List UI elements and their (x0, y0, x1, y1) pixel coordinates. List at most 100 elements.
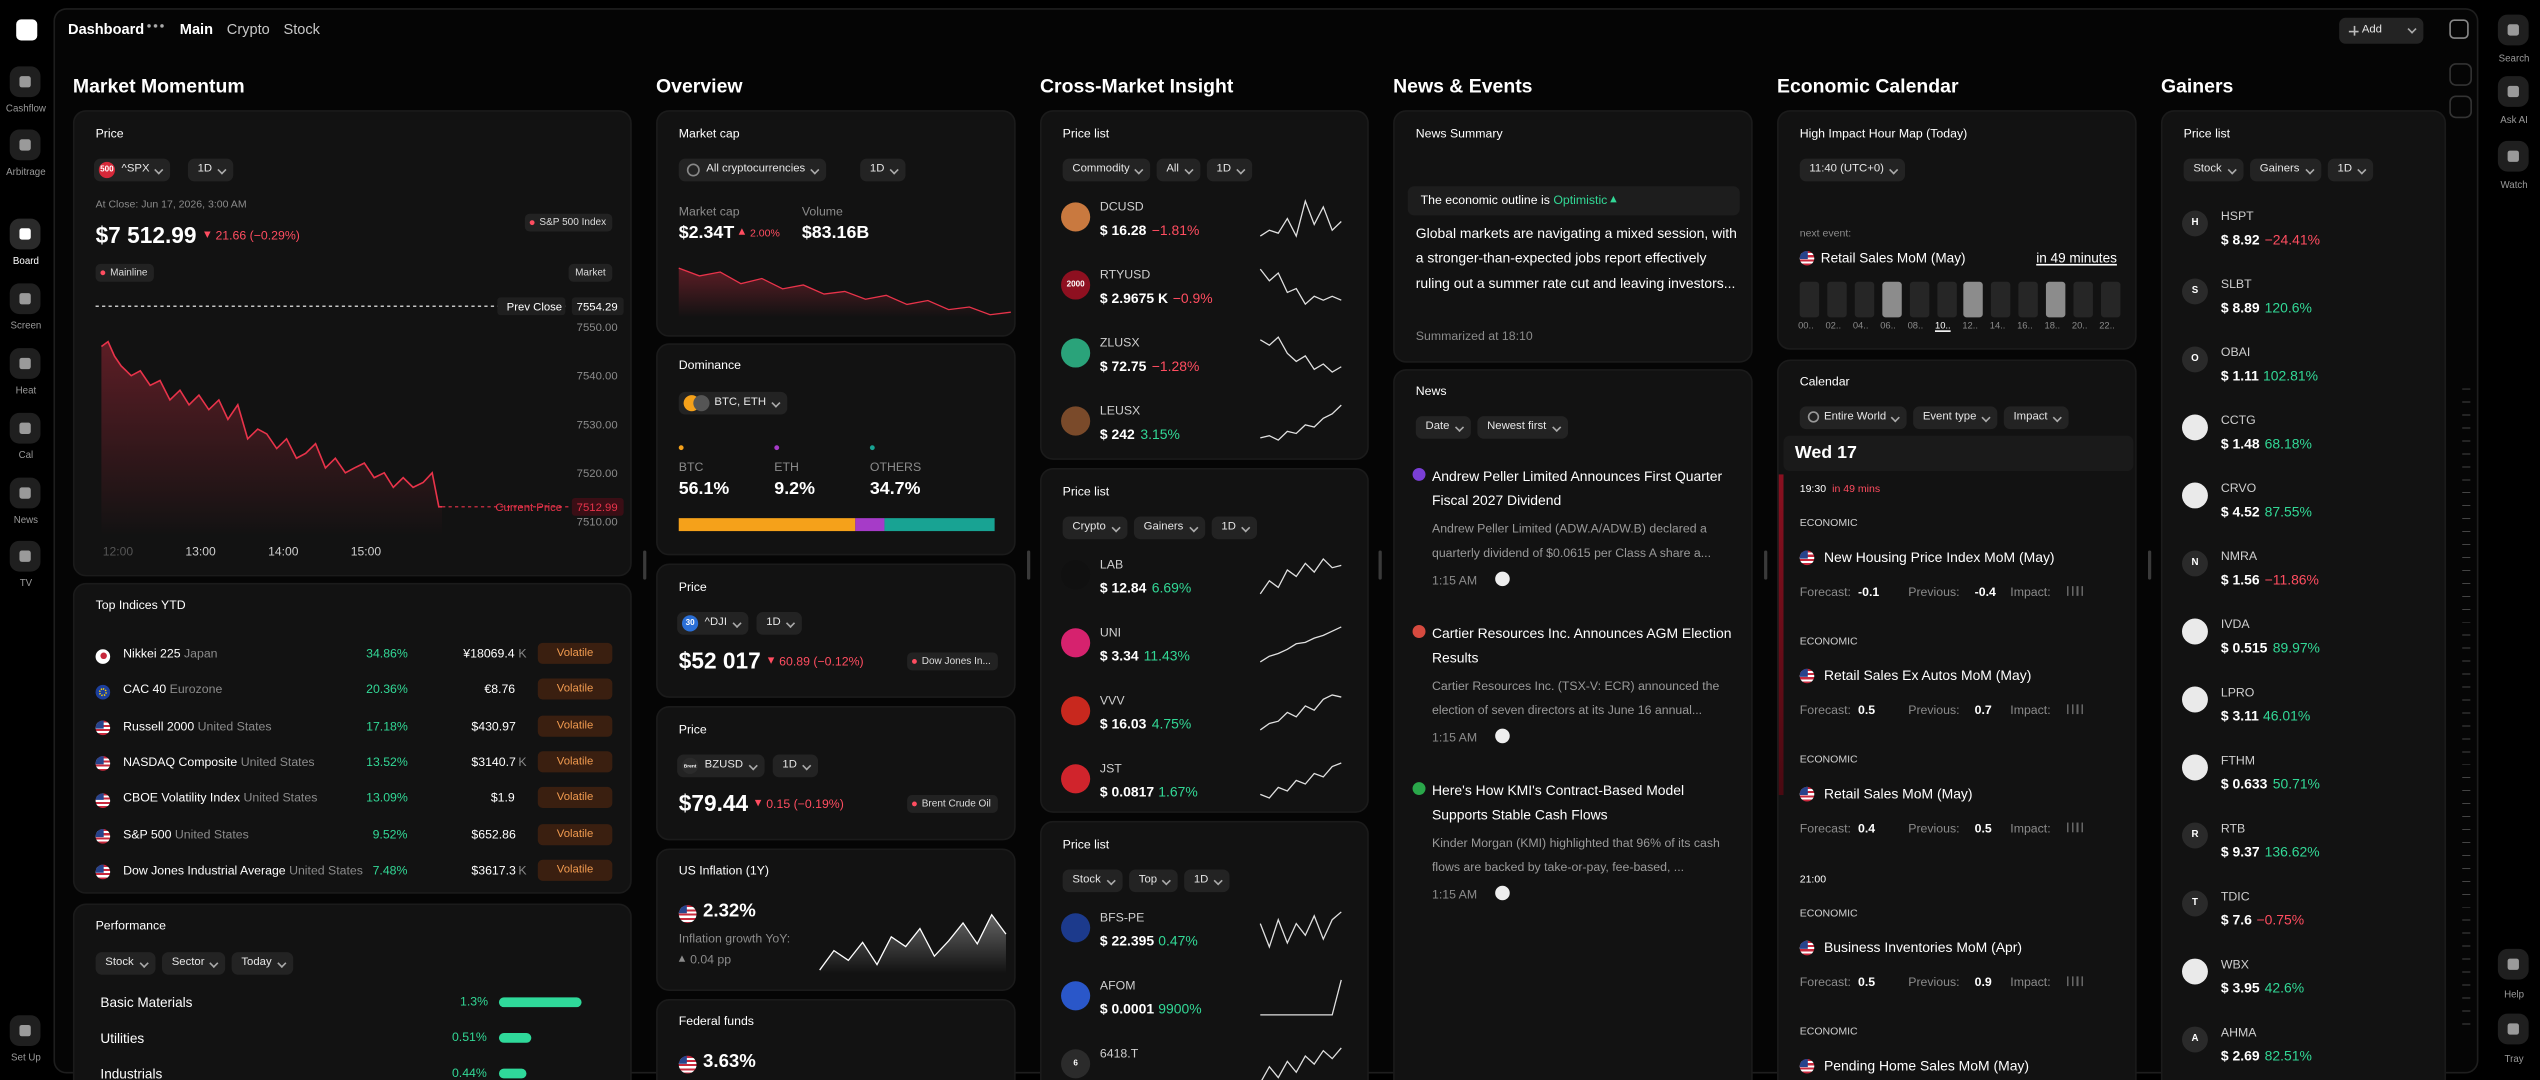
impact-label: Impact: (2010, 584, 2051, 600)
price: $ 2.9675 K (1099, 289, 1169, 307)
nav-label[interactable]: Set Up (11, 1054, 41, 1064)
filter-chip[interactable]: 1D (1184, 869, 1230, 893)
filter-chip[interactable]: Gainers (1133, 516, 1205, 540)
column-resizer[interactable] (1378, 550, 1382, 580)
panel-arrow[interactable] (2449, 63, 2472, 86)
symbol-chip[interactable]: Brent BZUSD (677, 754, 765, 778)
nav-icon[interactable] (9, 1015, 41, 1047)
hour-label: 08.. (1907, 322, 1924, 332)
event-name: New Housing Price Index MoM (May) (1824, 548, 2055, 566)
filter-chip[interactable]: Entire World (1799, 406, 1908, 430)
flag (95, 684, 111, 700)
flag (95, 792, 111, 808)
logo (16, 19, 38, 41)
nav-label[interactable]: Board (12, 257, 39, 268)
nav-label[interactable]: Ask AI (2500, 116, 2528, 127)
change: 120.6% (2264, 299, 2312, 316)
filter-chip[interactable]: Commodity (1062, 158, 1151, 182)
nav-label[interactable]: Heat (15, 386, 37, 397)
nav-tab[interactable]: Crypto (226, 21, 270, 38)
period-chip[interactable]: 1D (187, 158, 234, 182)
gainers-card: Price list Stock Gainers 1D H HSPT $ 8.92 −24.4… (2160, 110, 2447, 1080)
column-resizer[interactable] (643, 550, 647, 580)
filter-chip[interactable]: Stock (95, 952, 155, 975)
nav-tab[interactable]: Stock (283, 21, 320, 38)
filter-chip[interactable]: Newest first (1477, 416, 1568, 439)
nav-icon[interactable] (9, 348, 41, 379)
company-icon (2182, 618, 2208, 645)
inbox-icon[interactable] (2449, 19, 2469, 39)
filter-chip[interactable]: Gainers (2250, 158, 2321, 182)
filter-chip[interactable]: All cryptocurrencies (678, 158, 827, 182)
column-resizer[interactable] (2147, 550, 2152, 580)
symbol-chip[interactable]: 30 ^DJI (677, 612, 749, 635)
column-resizer[interactable] (1764, 550, 1768, 580)
nav-label[interactable]: News (13, 516, 39, 527)
filter-chip[interactable]: 1D (1211, 516, 1257, 540)
nav-label[interactable]: Cashflow (5, 105, 46, 115)
nav-label[interactable]: Watch (2500, 181, 2528, 192)
nav-icon[interactable] (9, 412, 41, 444)
filter-chip[interactable]: BTC, ETH (678, 391, 788, 415)
period-chip[interactable]: 1D (860, 158, 906, 182)
symbol: NMRA (2220, 548, 2258, 564)
panel-arrow[interactable] (2449, 95, 2472, 119)
nav-icon[interactable] (2497, 14, 2529, 46)
sparkline (1260, 762, 1342, 799)
next-label: next event: (1799, 228, 1852, 240)
nav-icon[interactable] (9, 283, 41, 315)
symbol: OBAI (2220, 344, 2251, 360)
nav-label[interactable]: Tray (2504, 1055, 2524, 1066)
change: 136.62% (2264, 843, 2320, 860)
filter-chip[interactable]: 1D (2327, 158, 2374, 182)
nav-icon[interactable] (9, 540, 41, 572)
nav-icon[interactable] (2497, 1013, 2529, 1045)
nav-label[interactable]: TV (19, 579, 33, 590)
inflation-card: US Inflation (1Y) 2.32% Inflation growth Y… (656, 848, 1016, 991)
symbol-chip[interactable]: 500 ^SPX (93, 158, 171, 182)
source-avatar (1495, 885, 1510, 901)
nav-label[interactable]: Help (2504, 990, 2525, 1001)
nav-label[interactable]: Arbitrage (6, 168, 46, 179)
period-chip[interactable]: 1D (756, 612, 802, 635)
period-chip[interactable]: 1D (772, 754, 818, 778)
company-icon: T (2182, 890, 2208, 917)
filter-chip[interactable]: Event type (1913, 406, 1998, 430)
volatility-tag: Volatile (537, 715, 613, 737)
nav-icon[interactable] (2497, 948, 2529, 980)
performance-card: Performance Stock Sector Today Basic Materia… (72, 903, 632, 1080)
hour-label: 22.. (2099, 322, 2115, 332)
nav-icon[interactable] (9, 129, 41, 161)
hour-bar (1909, 281, 1929, 318)
nav-label[interactable]: Search (2498, 55, 2530, 65)
filter-chip[interactable]: Date (1415, 416, 1471, 439)
filter-chip[interactable]: Crypto (1062, 516, 1127, 540)
nav-tab[interactable]: Main (179, 21, 214, 38)
filter-chip[interactable]: Sector (161, 952, 226, 975)
time-chip[interactable]: 11:40 (UTC+0) (1799, 158, 1905, 182)
growth-value: 0.04 pp (679, 952, 731, 967)
forecast-value: -0.1 (1858, 584, 1880, 600)
name: Russell 2000 (123, 718, 195, 733)
filter-chip[interactable]: All (1156, 158, 1200, 182)
section-title: Gainers (2160, 74, 2234, 98)
filter-chip[interactable]: Top (1129, 869, 1179, 893)
nav-label[interactable]: Cal (18, 451, 34, 462)
nav-icon[interactable] (9, 477, 41, 509)
filter-chip[interactable]: Impact (2003, 406, 2069, 430)
change: 9900% (1158, 1000, 1202, 1017)
filter-chip[interactable]: 1D (1206, 158, 1253, 182)
nav-icon[interactable] (2497, 140, 2529, 172)
column-resizer[interactable] (1027, 550, 1031, 580)
nav-icon[interactable] (9, 66, 41, 98)
hour-label: 20.. (2071, 322, 2088, 332)
filter-chip[interactable]: Stock (2183, 158, 2243, 182)
add-button[interactable]: Add (2339, 17, 2424, 44)
nav-label[interactable]: Screen (10, 322, 42, 332)
nav-icon[interactable] (2497, 76, 2529, 107)
filter-chip[interactable]: Today (231, 952, 293, 975)
previous-value: 0.9 (1974, 974, 1992, 990)
filter-chip[interactable]: Stock (1062, 869, 1122, 893)
nav-icon[interactable] (9, 218, 41, 250)
change: −24.41% (2264, 231, 2320, 248)
